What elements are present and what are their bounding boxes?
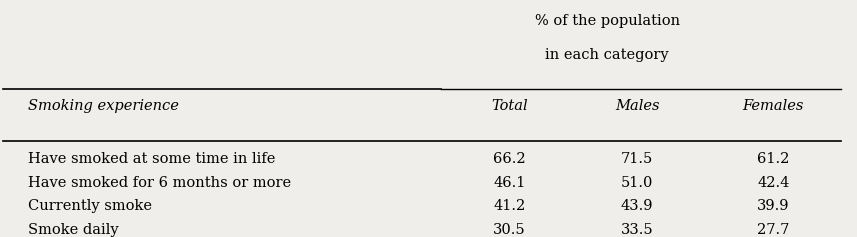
Text: Have smoked for 6 months or more: Have smoked for 6 months or more (28, 176, 291, 190)
Text: 46.1: 46.1 (493, 176, 525, 190)
Text: Smoking experience: Smoking experience (28, 99, 179, 113)
Text: 42.4: 42.4 (757, 176, 789, 190)
Text: Males: Males (614, 99, 659, 113)
Text: Total: Total (491, 99, 528, 113)
Text: Smoke daily: Smoke daily (28, 223, 119, 237)
Text: 30.5: 30.5 (493, 223, 525, 237)
Text: 33.5: 33.5 (620, 223, 653, 237)
Text: 66.2: 66.2 (493, 152, 525, 166)
Text: 71.5: 71.5 (621, 152, 653, 166)
Text: Females: Females (743, 99, 804, 113)
Text: Currently smoke: Currently smoke (28, 199, 153, 213)
Text: 43.9: 43.9 (620, 199, 653, 213)
Text: 51.0: 51.0 (621, 176, 653, 190)
Text: in each category: in each category (546, 48, 669, 62)
Text: Have smoked at some time in life: Have smoked at some time in life (28, 152, 276, 166)
Text: 61.2: 61.2 (757, 152, 789, 166)
Text: 39.9: 39.9 (757, 199, 789, 213)
Text: 41.2: 41.2 (494, 199, 525, 213)
Text: 27.7: 27.7 (757, 223, 789, 237)
Text: % of the population: % of the population (535, 14, 680, 28)
